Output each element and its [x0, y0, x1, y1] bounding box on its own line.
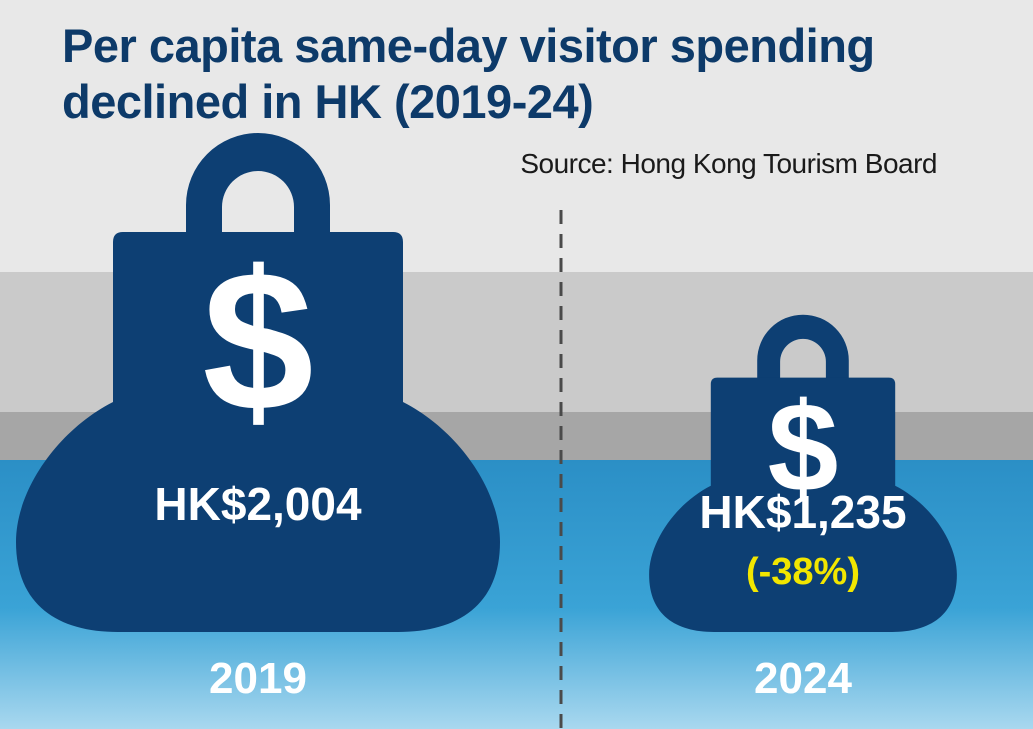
weight-mark-2024: $ [649, 314, 957, 632]
weight-body [16, 232, 500, 632]
weight-icon [186, 133, 330, 240]
value-label-2019: HK$2,004 [154, 478, 362, 530]
weight-mark-2019: $ [16, 133, 500, 632]
category-label-2024: 2024 [754, 654, 852, 703]
change-label-2024: (-38%) [746, 551, 860, 593]
dollar-sign-icon: $ [768, 376, 839, 518]
band-light [0, 0, 1033, 272]
source-note: Source: Hong Kong Tourism Board [520, 148, 937, 179]
weight-body [649, 377, 957, 632]
chart-title: Per capita same-day visitor spending dec… [62, 19, 875, 128]
dollar-sign-icon: $ [202, 230, 313, 453]
category-label-2019: 2019 [209, 654, 307, 703]
value-label-2024: HK$1,235 [699, 486, 906, 538]
